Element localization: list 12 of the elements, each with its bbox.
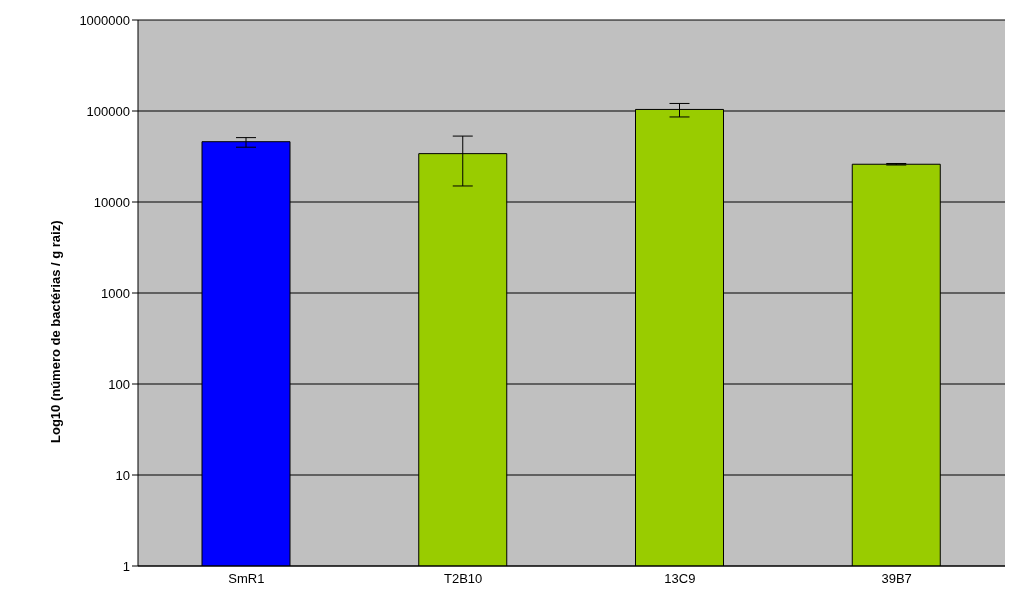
y-tick-label: 100000 bbox=[86, 103, 130, 119]
x-tick-label: 39B7 bbox=[881, 571, 912, 587]
y-tick-label: 10 bbox=[115, 467, 130, 483]
y-axis-title: Log10 (número de bactérias / g raiz) bbox=[47, 220, 63, 443]
x-tick-label: SmR1 bbox=[228, 571, 265, 587]
x-tick-label: T2B10 bbox=[443, 571, 483, 587]
y-tick-label: 1 bbox=[122, 558, 130, 574]
y-tick-label: 100 bbox=[108, 376, 130, 392]
x-tick-label: 13C9 bbox=[664, 571, 696, 587]
y-tick-label: 1000 bbox=[101, 285, 130, 301]
y-tick-label: 1000000 bbox=[79, 12, 130, 28]
y-tick-label: 10000 bbox=[93, 194, 130, 210]
